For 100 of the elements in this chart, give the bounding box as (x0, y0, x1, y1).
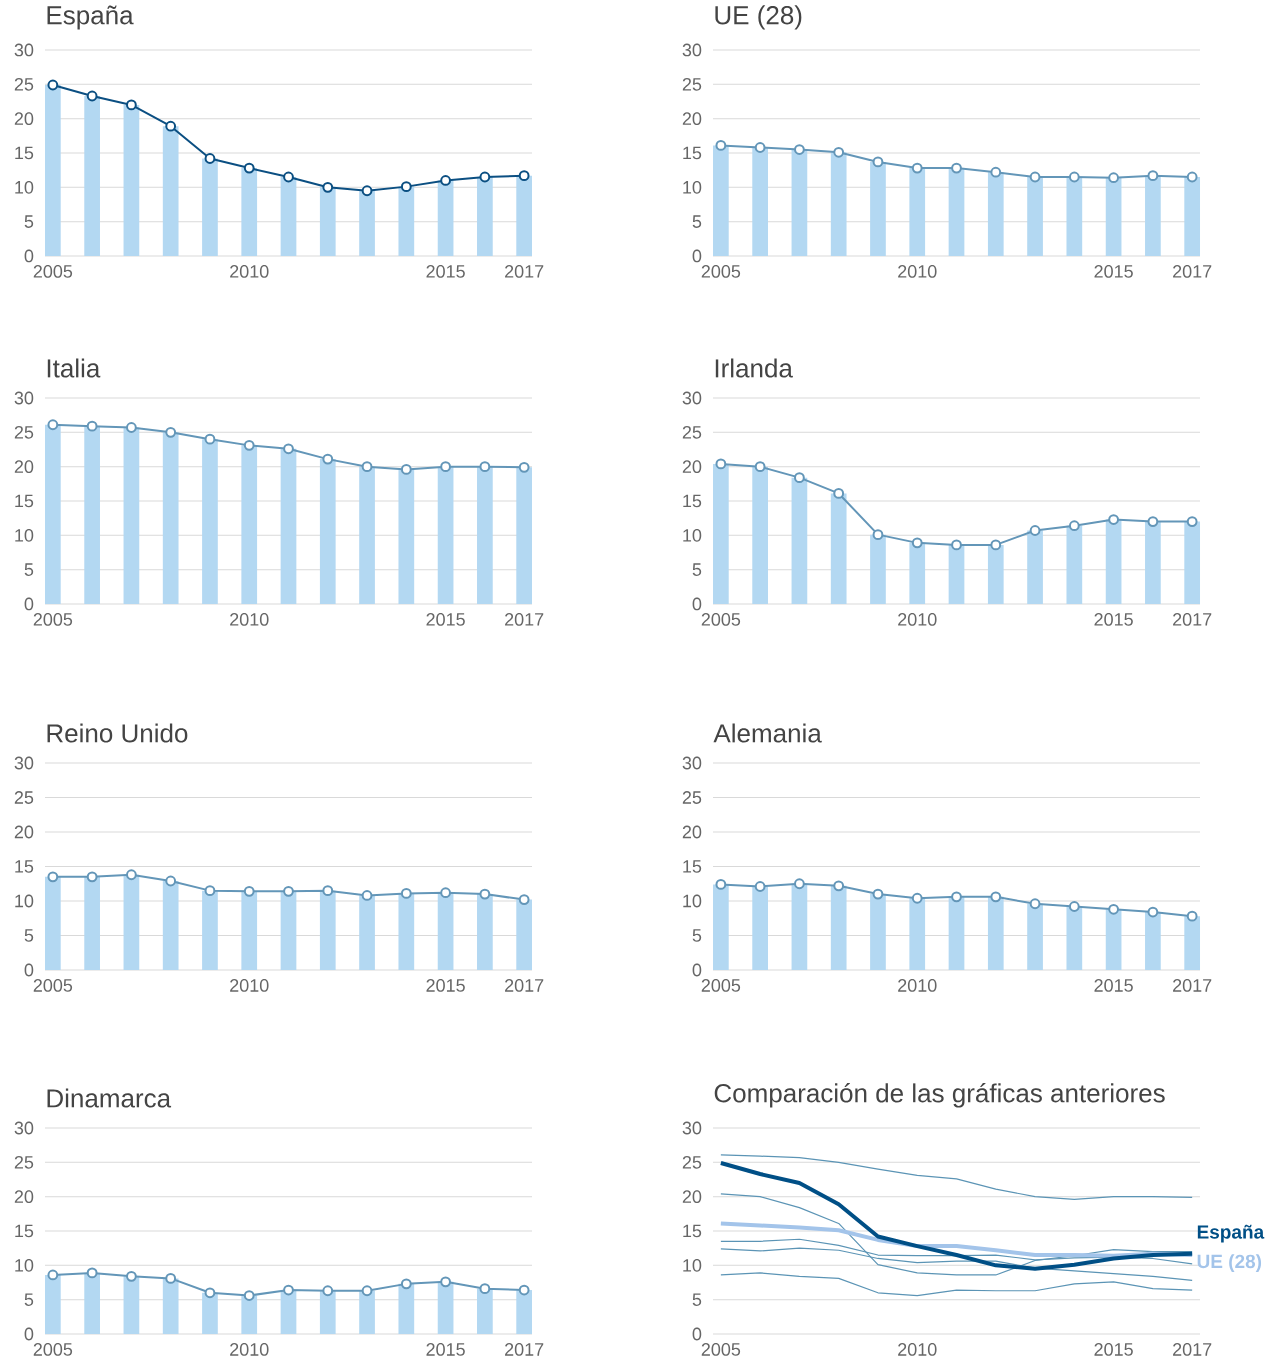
chart-title: Italia (47, 358, 101, 378)
bar (359, 190, 375, 256)
point (165, 875, 177, 887)
x-tick-label: 2017 (505, 1343, 544, 1356)
point (1186, 171, 1198, 183)
point (400, 1278, 412, 1290)
point (86, 871, 98, 883)
bar (398, 893, 415, 970)
bar (319, 1290, 336, 1334)
point (518, 1284, 530, 1296)
y-tick-label: 30 (682, 1121, 702, 1135)
point (400, 888, 412, 899)
point (440, 461, 451, 473)
y-tick-label: 5 (24, 563, 34, 576)
point (361, 461, 373, 473)
bar (1105, 177, 1122, 256)
chart-title: España (47, 5, 134, 30)
bar (202, 1292, 218, 1334)
point (990, 891, 1002, 903)
bar (398, 186, 415, 256)
bar (516, 175, 532, 256)
bar (870, 534, 886, 604)
x-tick-label: 2017 (505, 265, 544, 278)
x-tick-label: 2015 (1094, 613, 1133, 626)
point (1108, 514, 1120, 525)
bar (909, 898, 926, 970)
bar (477, 177, 493, 256)
bar (987, 896, 1004, 970)
x-tick-label: 2015 (426, 979, 465, 992)
bar (123, 427, 140, 604)
bar (1066, 525, 1083, 604)
point (951, 891, 962, 903)
point (872, 888, 884, 900)
point (911, 162, 923, 174)
x-tick-label: 2005 (33, 979, 73, 992)
y-tick-label: 10 (683, 894, 702, 908)
bar (791, 149, 808, 256)
bar (202, 439, 218, 604)
bar (713, 463, 729, 604)
point (479, 461, 491, 473)
y-tick-label: 15 (15, 146, 34, 160)
point (990, 166, 1002, 178)
bar (1184, 177, 1201, 256)
bar (752, 886, 768, 970)
point (951, 162, 962, 174)
point (715, 140, 727, 151)
bar (398, 469, 415, 604)
bar (791, 883, 808, 970)
point (126, 422, 137, 433)
bar (1105, 909, 1122, 970)
y-tick-label: 0 (24, 963, 34, 977)
point (126, 1270, 137, 1282)
x-tick-label: 2010 (898, 979, 937, 992)
point (47, 419, 59, 431)
bar (1066, 906, 1083, 970)
bar (319, 890, 336, 970)
bar (1145, 521, 1161, 604)
bar (1145, 175, 1161, 256)
y-tick-label: 15 (683, 1224, 702, 1238)
y-tick-label: 5 (692, 215, 702, 228)
x-tick-label: 2005 (701, 265, 741, 278)
bar (1027, 903, 1043, 970)
x-tick-label: 2005 (33, 1343, 73, 1356)
y-tick-label: 0 (692, 963, 702, 977)
bar (162, 432, 179, 604)
point (243, 439, 255, 451)
x-tick-label: 2017 (505, 979, 544, 992)
bar (319, 187, 336, 256)
bar (987, 544, 1004, 604)
bar (909, 542, 926, 604)
point (322, 181, 334, 193)
y-tick-label: 10 (15, 1258, 34, 1272)
point (283, 443, 294, 455)
point (715, 879, 727, 890)
x-tick-label: 2010 (230, 1343, 269, 1356)
bar (516, 467, 532, 604)
bar (1027, 177, 1043, 256)
bar (84, 95, 100, 256)
point (165, 426, 177, 438)
y-tick-label: 30 (14, 756, 34, 770)
line-series (718, 1161, 1195, 1271)
point (165, 120, 177, 132)
point (204, 153, 216, 164)
bar (437, 892, 454, 970)
bar (241, 168, 258, 256)
bar (713, 145, 729, 256)
y-tick-label: 5 (24, 929, 34, 942)
bar (477, 1288, 493, 1334)
x-tick-label: 2010 (898, 1343, 937, 1356)
bar (752, 147, 768, 256)
y-tick-label: 0 (692, 249, 702, 263)
line-series (720, 1272, 1193, 1297)
point (518, 461, 530, 473)
bar (123, 874, 140, 970)
point (1186, 910, 1198, 922)
y-tick-label: 25 (14, 77, 34, 91)
y-tick-label: 10 (15, 180, 34, 194)
point (243, 885, 255, 897)
y-tick-label: 25 (682, 425, 702, 439)
point (86, 1267, 98, 1279)
